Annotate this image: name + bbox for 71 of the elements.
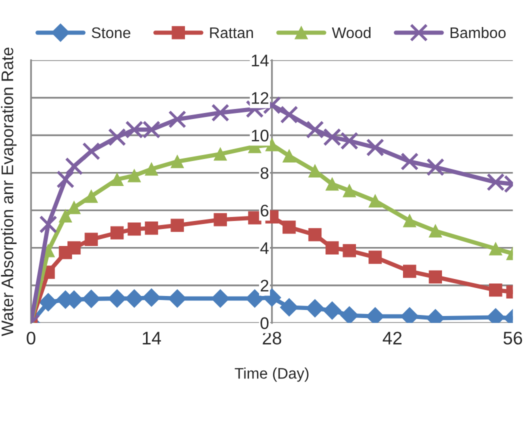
point <box>403 214 416 228</box>
point <box>84 232 98 246</box>
point <box>428 224 442 238</box>
y-tick-label: 6 <box>260 204 268 217</box>
legend-label: Rattan <box>210 28 253 38</box>
point <box>326 177 339 191</box>
legend-label: Stone <box>92 27 130 38</box>
point <box>308 164 322 178</box>
point <box>39 215 58 234</box>
point <box>489 283 502 297</box>
point <box>168 289 186 308</box>
x-tick-label: 42 <box>382 332 402 344</box>
point <box>168 110 186 128</box>
y-tick-label: 10 <box>252 130 269 142</box>
point <box>108 289 126 308</box>
point <box>211 289 230 308</box>
y-tick-label: 4 <box>260 242 269 254</box>
point <box>65 157 84 176</box>
point <box>67 241 81 254</box>
legend-label: Wood <box>332 26 370 38</box>
point <box>280 298 298 317</box>
point <box>428 270 442 284</box>
point <box>214 213 227 226</box>
y-tick-label: 2 <box>260 280 268 292</box>
y-tick-label: 14 <box>252 54 269 66</box>
x-tick-label: 0 <box>26 332 36 345</box>
legend-label: Bamboo <box>450 26 506 38</box>
x-tick-label: 14 <box>142 332 161 344</box>
point <box>306 120 324 139</box>
point <box>426 158 444 176</box>
point <box>125 289 144 308</box>
point <box>82 290 100 308</box>
point <box>282 149 296 163</box>
point <box>368 194 382 208</box>
point <box>128 222 141 236</box>
point <box>56 170 74 188</box>
point <box>82 142 100 160</box>
point <box>110 226 124 240</box>
y-tick-label: 8 <box>260 167 268 179</box>
point <box>308 228 322 242</box>
x-axis-title: Time (Day) <box>234 368 308 382</box>
point <box>214 147 227 161</box>
x-tick-label: 56 <box>504 332 522 345</box>
point <box>110 172 124 186</box>
point <box>144 162 158 176</box>
point <box>306 299 324 318</box>
point <box>489 242 502 256</box>
y-tick-label: 12 <box>252 92 268 104</box>
point <box>322 301 342 320</box>
point <box>84 190 98 203</box>
y-axis-title: Water Absorption anr Evaporation Rate <box>1 48 17 336</box>
point <box>170 154 184 168</box>
point <box>142 288 161 307</box>
point <box>400 152 419 171</box>
y-tick-label: 0 <box>260 317 269 330</box>
point <box>211 104 230 122</box>
point <box>403 264 416 278</box>
point <box>39 293 58 312</box>
point <box>282 220 296 234</box>
point <box>342 244 356 258</box>
point <box>366 138 384 156</box>
point <box>170 218 184 232</box>
point <box>280 106 298 124</box>
point <box>108 128 126 146</box>
point <box>342 184 356 198</box>
point <box>58 209 72 223</box>
point <box>326 241 339 254</box>
point <box>128 169 141 182</box>
point <box>340 306 359 323</box>
point <box>368 250 382 264</box>
point <box>144 222 158 235</box>
